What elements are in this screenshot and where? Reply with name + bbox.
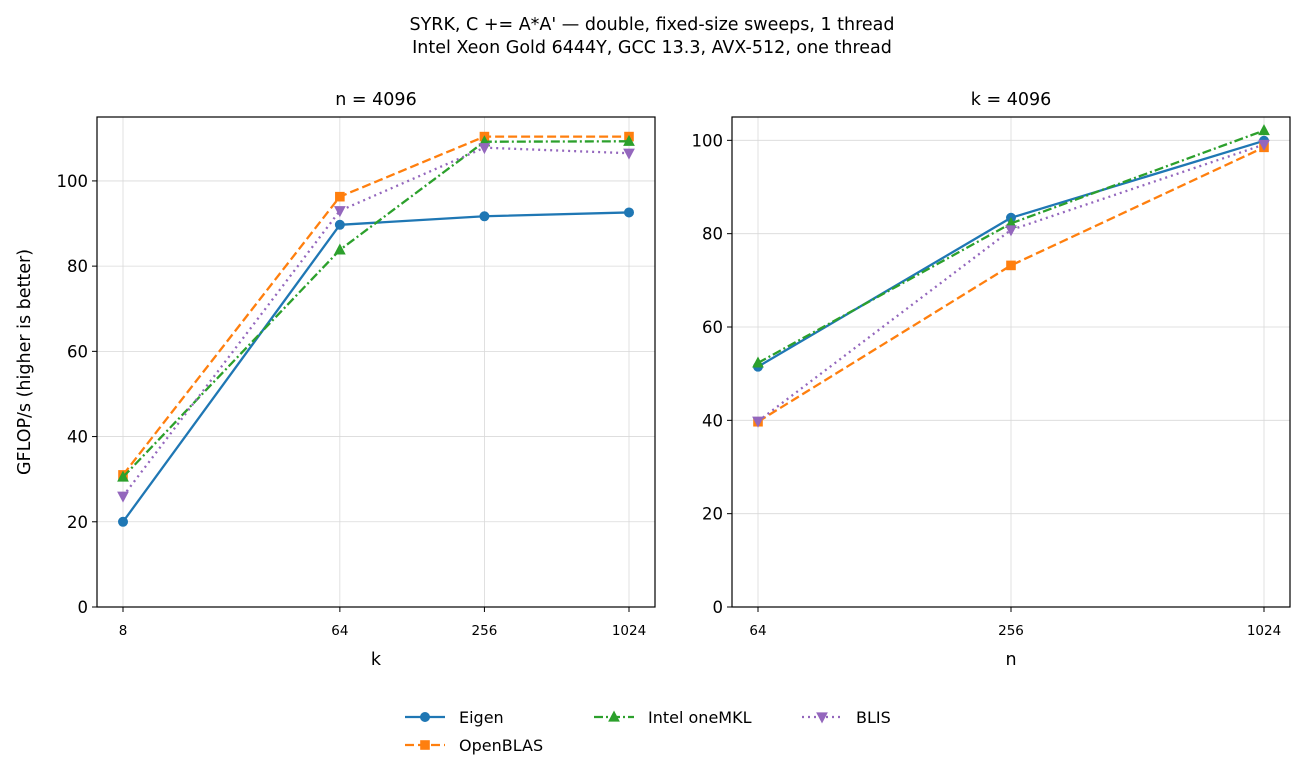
panel-title: k = 4096: [971, 90, 1051, 110]
y-tick-label: 0: [713, 598, 724, 617]
figure-title-line1: SYRK, C += A*A' — double, fixed-size swe…: [409, 15, 894, 35]
series-line-openblas: [757, 146, 1265, 423]
legend-label-openblas: OpenBLAS: [459, 736, 543, 755]
data-point-intel-onemkl: [333, 243, 346, 255]
x-tick-label: 8: [119, 623, 128, 639]
series-blis: [752, 139, 1270, 428]
series-line-intel-onemkl: [122, 140, 630, 478]
legend-item-blis: BLIS: [802, 708, 891, 727]
series-line-openblas: [122, 135, 629, 476]
legend-label-intel-onemkl: Intel oneMKL: [648, 708, 752, 727]
figure-title-line2: Intel Xeon Gold 6444Y, GCC 13.3, AVX-512…: [412, 38, 892, 58]
data-point-eigen: [334, 219, 345, 230]
data-point-intel-onemkl: [1258, 124, 1270, 136]
x-axis-label: k: [371, 650, 382, 670]
y-tick-label: 60: [67, 342, 88, 361]
x-tick-label: 256: [998, 623, 1024, 639]
legend-item-eigen: Eigen: [405, 708, 504, 727]
series-eigen: [118, 207, 635, 527]
data-point-openblas: [335, 191, 345, 202]
panel-left: 0 20 40 60 80 100 8 64 256 1024 n = 4096 k GFLOP/s (…: [15, 90, 656, 670]
x-tick-label: 64: [331, 623, 348, 639]
data-point-blis: [623, 148, 635, 160]
y-tick-label: 20: [67, 513, 88, 532]
y-tick-label: 40: [702, 411, 723, 430]
series-line-eigen: [122, 211, 630, 523]
series-line-blis: [122, 146, 630, 497]
series-intel-onemkl: [752, 124, 1270, 368]
y-tick-label: 20: [702, 505, 723, 524]
y-tick-label: 40: [67, 428, 88, 447]
y-tick-label: 80: [702, 225, 723, 244]
legend-marker-eigen: [419, 712, 430, 723]
legend-marker-intel-onemkl: [608, 710, 620, 722]
y-tick-label: 100: [57, 172, 89, 191]
axes-frame: [96, 116, 656, 608]
data-point-blis: [117, 491, 129, 503]
data-point-intel-onemkl: [623, 134, 635, 146]
y-tick-label: 100: [692, 131, 724, 150]
x-axis-label: n: [1005, 650, 1016, 670]
x-tick-label: 1024: [612, 623, 646, 639]
legend-label-eigen: Eigen: [459, 708, 504, 727]
x-tick-label: 256: [472, 623, 498, 639]
data-point-openblas: [1006, 260, 1016, 271]
y-axis-label: GFLOP/s (higher is better): [15, 249, 35, 475]
x-tick-label: 1024: [1247, 623, 1281, 639]
series-blis: [117, 143, 635, 503]
legend-marker-openblas: [420, 740, 430, 750]
data-point-intel-onemkl: [117, 470, 129, 482]
y-tick-label: 60: [702, 318, 723, 337]
y-tick-label: 0: [78, 598, 89, 617]
data-point-eigen: [118, 516, 129, 527]
data-point-intel-onemkl: [752, 356, 764, 368]
legend: Eigen Intel oneMKL BLIS OpenBLAS: [405, 708, 891, 755]
data-point-blis: [1258, 139, 1270, 151]
legend-item-intel-onemkl: Intel oneMKL: [594, 708, 752, 727]
axes-frame: [731, 116, 1291, 608]
data-point-blis: [333, 206, 346, 218]
data-point-eigen: [479, 211, 490, 222]
panel-title: n = 4096: [335, 90, 416, 110]
panel-right: 0 20 40 60 80 100 64 256 1024 k = 4096 n: [692, 90, 1291, 670]
y-tick-label: 80: [67, 257, 88, 276]
legend-label-blis: BLIS: [856, 708, 891, 727]
data-point-blis: [1005, 225, 1017, 237]
data-point-eigen: [624, 207, 635, 218]
x-tick-label: 64: [749, 623, 766, 639]
data-point-blis: [752, 416, 764, 428]
legend-marker-blis: [816, 712, 828, 724]
data-point-blis: [478, 143, 491, 155]
legend-item-openblas: OpenBLAS: [405, 736, 543, 755]
